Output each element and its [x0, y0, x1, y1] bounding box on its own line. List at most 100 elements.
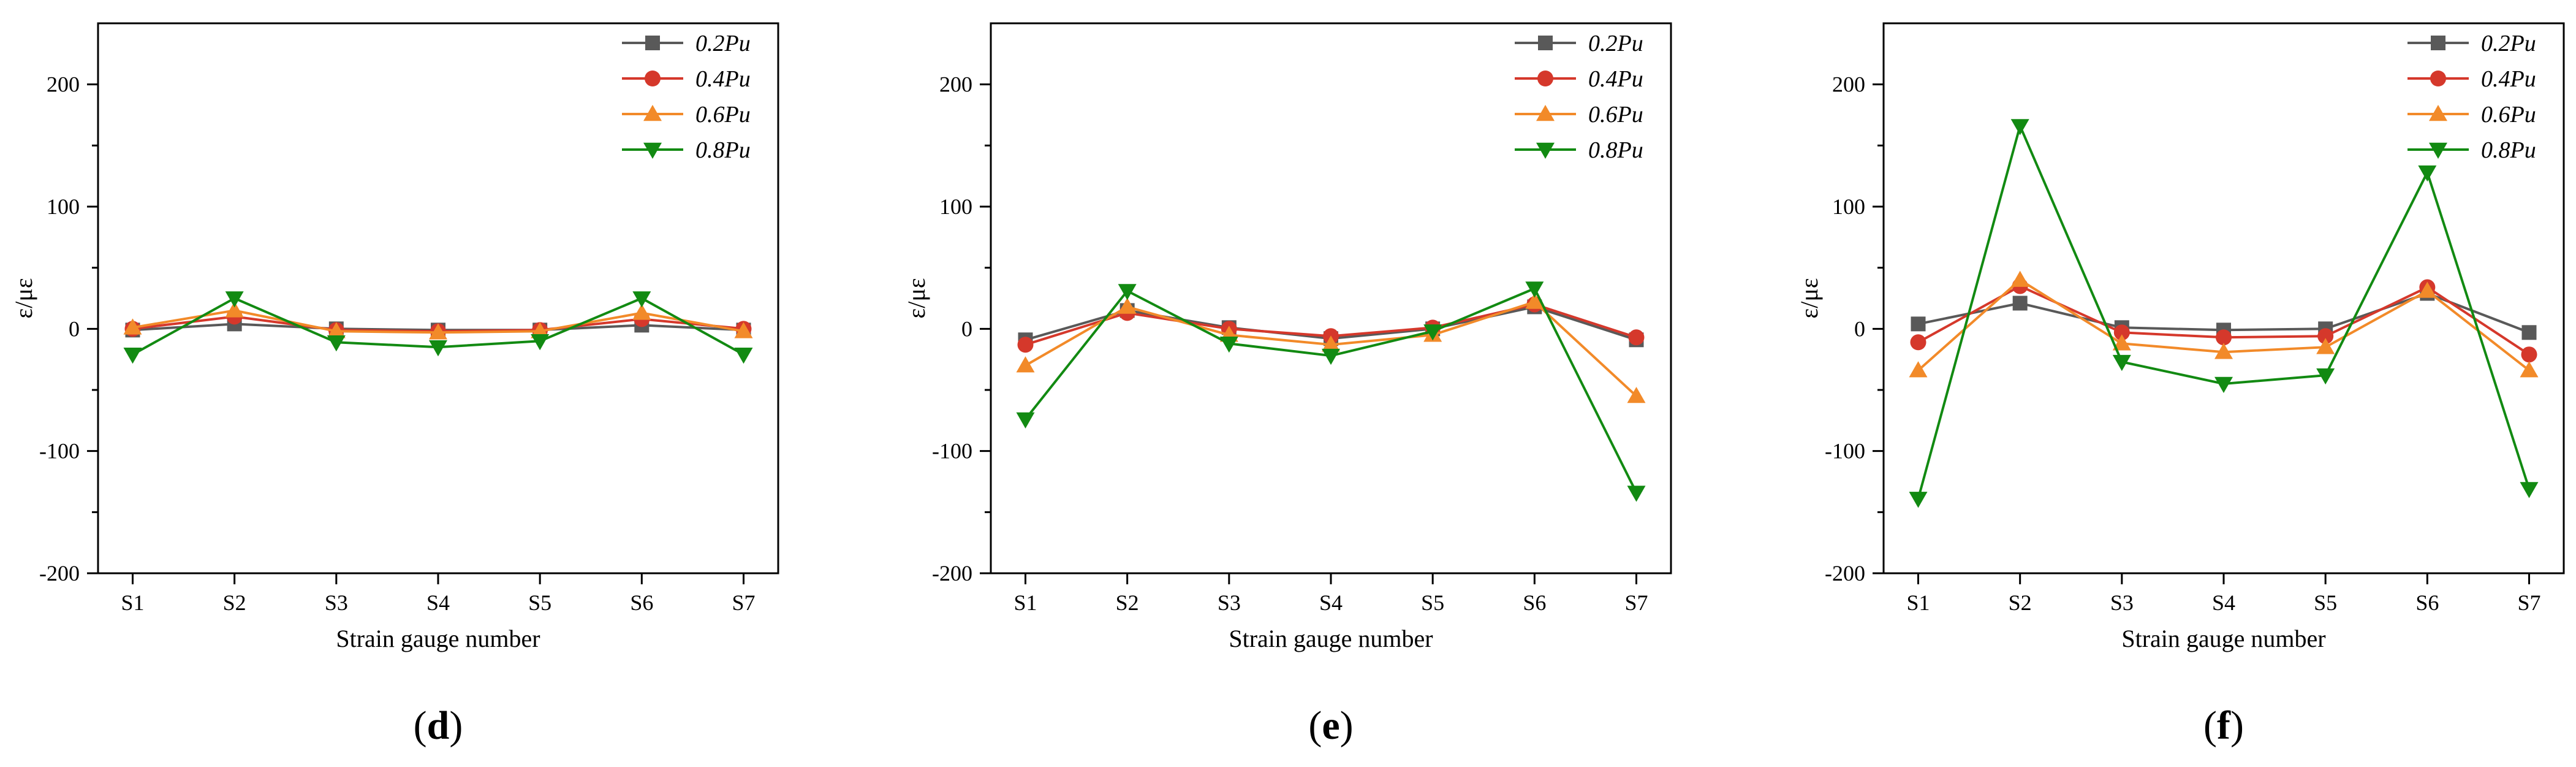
legend-label: 0.6Pu [1588, 102, 1643, 128]
data-point-0.8Pu-S6 [2418, 165, 2437, 182]
panel-label-d: (d) [414, 703, 463, 748]
y-tick-label: 100 [939, 194, 972, 219]
y-tick-label: -100 [1825, 439, 1865, 464]
legend-marker [1536, 105, 1555, 121]
legend-marker [643, 105, 662, 121]
plot-frame [990, 22, 1672, 574]
y-tick-label: 100 [1832, 194, 1865, 219]
legend-label: 0.8Pu [695, 137, 751, 163]
data-point-0.6Pu-S3 [327, 322, 346, 338]
x-tick-label: S5 [2314, 590, 2337, 615]
data-point-0.6Pu-S2 [2010, 270, 2029, 287]
data-point-0.8Pu-S7 [2520, 482, 2539, 498]
y-tick-label: 0 [69, 316, 80, 341]
data-point-0.8Pu-S3 [2112, 354, 2131, 372]
data-point-0.6Pu-S6 [632, 303, 651, 320]
legend-label: 0.4Pu [2481, 66, 2536, 92]
data-point-0.4Pu-S1 [1910, 334, 1926, 351]
data-point-0.8Pu-S2 [1118, 284, 1137, 300]
x-tick-label: S1 [1906, 590, 1930, 615]
x-tick-label: S7 [2517, 590, 2540, 615]
data-point-0.2Pu-S7 [2521, 325, 2537, 340]
y-axis-title: ε/με [1795, 278, 1823, 318]
x-tick-label: S5 [528, 590, 551, 615]
y-axis-title: ε/με [903, 278, 930, 318]
x-tick-label: S3 [325, 590, 348, 615]
data-point-0.2Pu-S2 [2012, 296, 2028, 311]
x-tick-label: S3 [1218, 590, 1241, 615]
data-point-0.6Pu-S4 [1322, 335, 1340, 352]
y-axis-title: ε/με [10, 278, 37, 318]
legend-marker [645, 36, 660, 50]
data-point-0.8Pu-S2 [225, 291, 244, 308]
chart-panel-e: (e) -200 -100 0 100 200 S1 S2 S3 S4 S5 S6 S7 Strain … [903, 22, 1672, 748]
plot-frame [1882, 22, 2565, 574]
legend-marker [1536, 142, 1555, 159]
data-point-0.6Pu-S1 [1909, 361, 1928, 378]
data-point-0.4Pu-S7 [1628, 329, 1645, 346]
data-point-0.8Pu-S5 [1423, 324, 1442, 341]
legend-marker [645, 71, 661, 86]
data-point-0.6Pu-S1 [1016, 356, 1035, 373]
x-axis-title: Strain gauge number [336, 625, 540, 652]
data-point-0.6Pu-S6 [1525, 292, 1544, 309]
data-point-0.4Pu-S1 [1017, 337, 1034, 353]
data-point-0.6Pu-S7 [1627, 386, 1646, 403]
data-point-0.6Pu-S5 [2316, 338, 2335, 354]
x-tick-label: S7 [1624, 590, 1648, 615]
y-tick-label: 100 [47, 194, 80, 219]
x-tick-label: S1 [121, 590, 144, 615]
legend-label: 0.4Pu [695, 66, 751, 92]
data-point-0.8Pu-S4 [1322, 348, 1340, 365]
data-point-0.8Pu-S5 [2316, 368, 2335, 385]
legend-label: 0.4Pu [1588, 66, 1643, 92]
y-tick-label: 0 [961, 316, 972, 341]
data-point-0.4Pu-S4 [2216, 329, 2232, 346]
data-point-0.6Pu-S2 [225, 301, 244, 318]
legend-marker [1538, 36, 1553, 50]
legend-label: 0.6Pu [695, 102, 751, 128]
data-point-0.6Pu-S2 [1118, 297, 1137, 314]
x-tick-label: S6 [630, 590, 653, 615]
data-point-0.6Pu-S5 [531, 322, 550, 338]
data-point-0.8Pu-S4 [429, 340, 447, 357]
x-axis-title: Strain gauge number [2121, 625, 2325, 652]
data-point-0.4Pu-S3 [2113, 324, 2130, 341]
data-point-0.8Pu-S7 [734, 347, 753, 364]
legend-marker [2429, 105, 2447, 121]
data-point-0.6Pu-S7 [734, 322, 753, 338]
data-point-0.6Pu-S4 [2214, 343, 2233, 359]
x-tick-label: S2 [223, 590, 246, 615]
data-point-0.6Pu-S3 [2112, 334, 2131, 351]
data-point-0.6Pu-S7 [2520, 361, 2539, 378]
y-tick-label: -200 [932, 561, 972, 586]
panel-label-f: (f) [2203, 703, 2244, 748]
data-point-0.6Pu-S4 [429, 323, 447, 340]
data-point-0.2Pu-S1 [1911, 316, 1926, 332]
x-tick-label: S6 [2415, 590, 2439, 615]
legend-marker [1537, 71, 1553, 86]
data-point-0.8Pu-S6 [1525, 281, 1544, 298]
x-axis-title: Strain gauge number [1229, 625, 1433, 652]
data-point-0.8Pu-S2 [2010, 119, 2029, 135]
x-tick-label: S1 [1013, 590, 1037, 615]
y-tick-label: 200 [939, 72, 972, 97]
y-tick-label: 0 [1854, 316, 1865, 341]
y-tick-label: 200 [47, 72, 80, 97]
data-point-0.8Pu-S1 [1909, 492, 1928, 508]
legend-marker [2430, 71, 2446, 86]
x-tick-label: S3 [2110, 590, 2134, 615]
data-point-0.8Pu-S3 [1219, 337, 1238, 353]
chart-panel-d: (d) -200 -100 0 100 200 S1 S2 S3 S4 S5 S6 S7 Strain … [10, 22, 779, 748]
data-point-0.8Pu-S4 [2214, 376, 2233, 394]
series-line-0.8Pu [1917, 122, 2531, 499]
x-tick-label: S6 [1523, 590, 1546, 615]
data-point-0.6Pu-S1 [123, 318, 142, 335]
plot-frame [97, 22, 779, 574]
y-tick-label: -200 [1825, 561, 1865, 586]
panel-label-e: (e) [1308, 703, 1353, 748]
data-point-0.8Pu-S1 [1016, 412, 1035, 429]
x-tick-label: S2 [2009, 590, 2032, 615]
y-tick-label: -200 [39, 561, 80, 586]
